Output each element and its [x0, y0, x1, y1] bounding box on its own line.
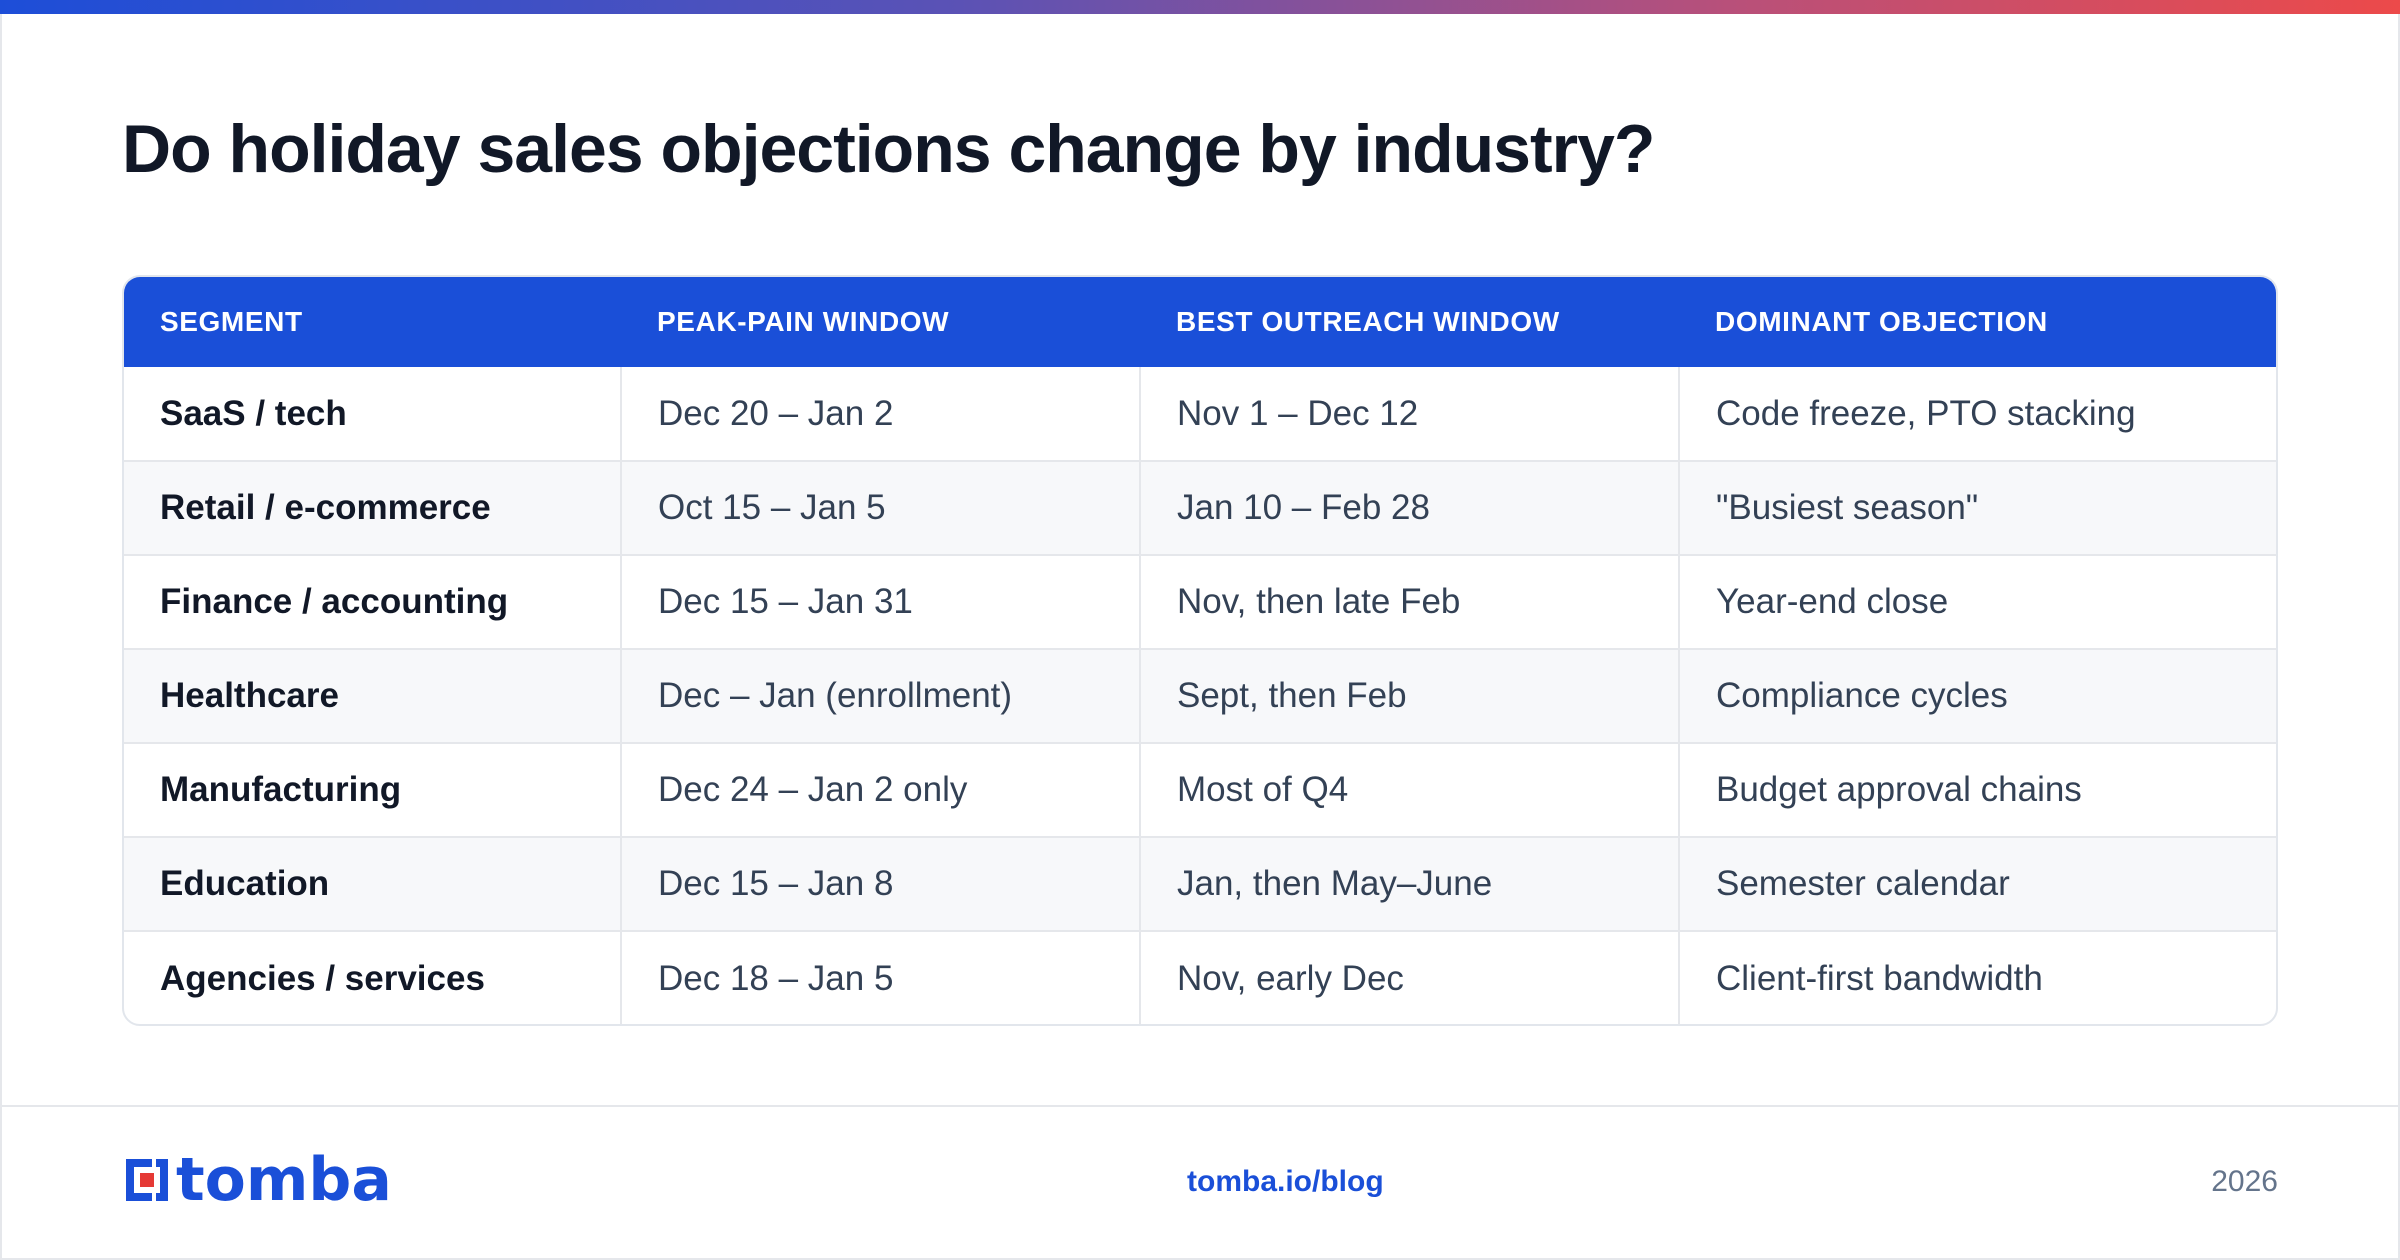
segment-cell: Healthcare [124, 648, 621, 743]
segment-cell: Education [124, 836, 621, 931]
objection-cell: Code freeze, PTO stacking [1678, 367, 2276, 461]
blog-link[interactable]: tomba.io/blog [1187, 1165, 1384, 1198]
objection-cell: Client-first bandwidth [1678, 930, 2276, 1024]
header-best-outreach-window: BEST OUTREACH WINDOW [1176, 306, 1560, 337]
tomba-logo[interactable]: tomba [122, 1145, 392, 1215]
table-row: Finance / accounting Dec 15 – Jan 31 Nov… [124, 554, 2276, 649]
comparison-table: SEGMENT PEAK-PAIN WINDOW BEST OUTREACH W… [122, 275, 2278, 1026]
objection-cell: Budget approval chains [1678, 742, 2276, 837]
peak-pain-cell: Oct 15 – Jan 5 [620, 460, 1140, 555]
top-gradient-bar [0, 0, 2400, 14]
peak-pain-cell: Dec 18 – Jan 5 [620, 930, 1140, 1024]
footer-year: 2026 [2211, 1165, 2278, 1198]
peak-pain-cell: Dec 15 – Jan 8 [620, 836, 1140, 931]
outreach-cell: Sept, then Feb [1139, 648, 1679, 743]
table-row: Retail / e-commerce Oct 15 – Jan 5 Jan 1… [124, 460, 2276, 555]
logo-wordmark: tomba [176, 1145, 392, 1215]
outreach-cell: Jan 10 – Feb 28 [1139, 460, 1679, 555]
table-header-row: SEGMENT PEAK-PAIN WINDOW BEST OUTREACH W… [124, 277, 2276, 367]
outreach-cell: Nov, then late Feb [1139, 554, 1679, 649]
outreach-cell: Nov, early Dec [1139, 930, 1679, 1024]
tomba-logo-icon [122, 1155, 172, 1205]
outreach-cell: Jan, then May–June [1139, 836, 1679, 931]
outreach-cell: Most of Q4 [1139, 742, 1679, 837]
segment-cell: Manufacturing [124, 742, 621, 837]
header-segment: SEGMENT [160, 306, 303, 337]
objection-cell: "Busiest season" [1678, 460, 2276, 555]
footer-divider [0, 1105, 2400, 1107]
peak-pain-cell: Dec 20 – Jan 2 [620, 367, 1140, 461]
segment-cell: SaaS / tech [160, 393, 347, 433]
table-row: Education Dec 15 – Jan 8 Jan, then May–J… [124, 836, 2276, 931]
outreach-cell: Nov 1 – Dec 12 [1139, 367, 1679, 461]
table-row: Manufacturing Dec 24 – Jan 2 only Most o… [124, 742, 2276, 837]
objection-cell: Semester calendar [1678, 836, 2276, 931]
segment-cell: Agencies / services [124, 930, 621, 1024]
peak-pain-cell: Dec 15 – Jan 31 [620, 554, 1140, 649]
table-row: SaaS / tech Dec 20 – Jan 2 Nov 1 – Dec 1… [124, 367, 2276, 461]
table-row: Healthcare Dec – Jan (enrollment) Sept, … [124, 648, 2276, 743]
segment-cell: Finance / accounting [124, 554, 621, 649]
objection-cell: Compliance cycles [1678, 648, 2276, 743]
header-dominant-objection: DOMINANT OBJECTION [1715, 306, 2048, 337]
peak-pain-cell: Dec – Jan (enrollment) [620, 648, 1140, 743]
table-row: Agencies / services Dec 18 – Jan 5 Nov, … [124, 930, 2276, 1024]
header-peak-pain-window: PEAK-PAIN WINDOW [657, 306, 950, 337]
peak-pain-cell: Dec 24 – Jan 2 only [620, 742, 1140, 837]
page-title: Do holiday sales objections change by in… [122, 111, 1655, 187]
segment-cell: Retail / e-commerce [124, 460, 621, 555]
objection-cell: Year-end close [1678, 554, 2276, 649]
